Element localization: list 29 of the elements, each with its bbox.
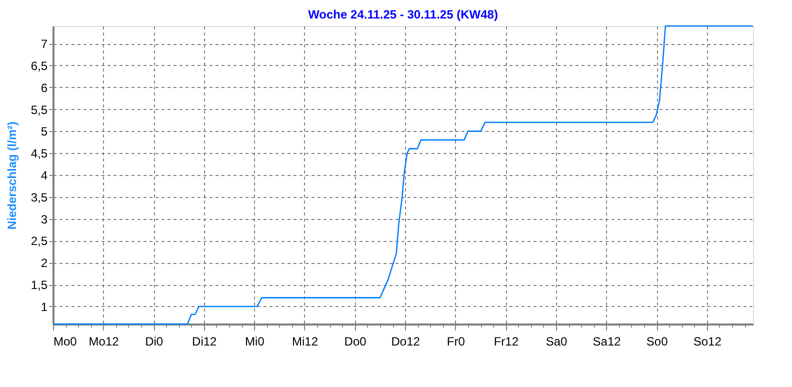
x-tick-label: Mi12 [292,334,318,348]
x-tick-label: So0 [646,334,668,348]
x-tick-label: Mo12 [88,334,120,348]
y-tick-label: 6,5 [30,58,48,73]
x-tick-label: Sa12 [592,334,622,348]
y-tick-label: 4 [40,168,48,182]
y-tick-label: 5,5 [30,102,48,117]
x-tick-label: Do0 [344,334,367,348]
y-tick-label: 3 [40,212,48,226]
y-tick-label: 1,5 [30,278,48,292]
x-tick-label: Do12 [391,334,420,348]
x-tick-label: So12 [693,334,722,348]
y-axis-title: Niederschlag (l/m²) [4,121,19,230]
x-tick-label: Mi0 [245,334,265,348]
x-tick-label: Di0 [145,334,164,348]
y-tick-label: 1 [40,300,48,314]
x-tick-label: Mo0 [54,334,78,348]
chart-title: Woche 24.11.25 - 30.11.25 (KW48) [308,7,498,22]
x-tick-label: Sa0 [546,334,568,348]
y-tick-label: 7 [40,37,48,52]
y-tick-label: 2 [40,256,48,270]
x-tick-label: Fr0 [446,334,466,348]
y-tick-label: 6 [40,80,48,95]
y-tick-label: 4,5 [30,146,48,161]
y-tick-label: 2,5 [30,234,48,248]
y-tick-label: 3,5 [30,190,48,204]
x-tick-label: Di12 [192,334,218,348]
y-tick-label: 5 [40,124,48,139]
x-tick-label: Fr12 [494,334,519,348]
